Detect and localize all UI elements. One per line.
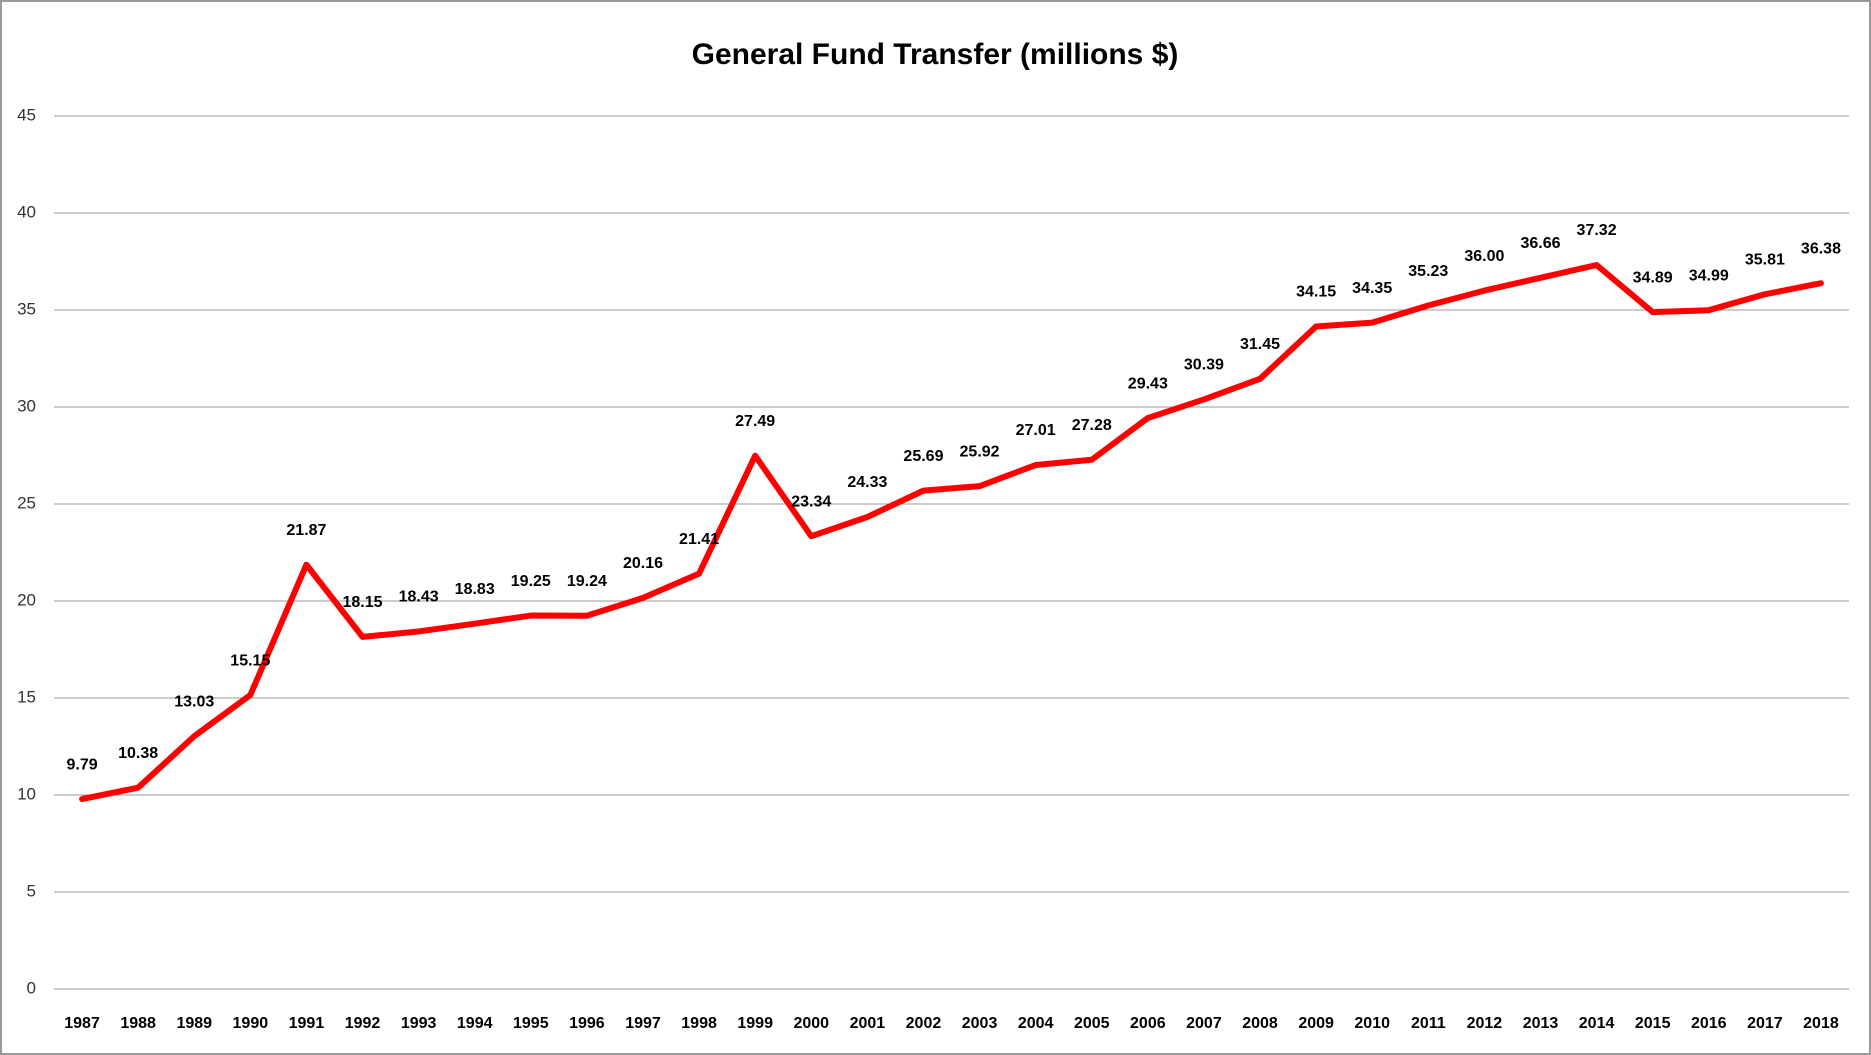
- y-tick-label: 35: [17, 299, 36, 318]
- y-tick-label: 10: [17, 784, 36, 803]
- x-tick-label: 2014: [1579, 1015, 1615, 1032]
- x-tick-label: 2013: [1523, 1015, 1559, 1032]
- data-label: 27.01: [1016, 422, 1056, 439]
- x-tick-label: 2012: [1467, 1015, 1503, 1032]
- x-tick-label: 1988: [120, 1015, 156, 1032]
- x-tick-label: 1987: [64, 1015, 100, 1032]
- data-label: 19.24: [567, 573, 607, 590]
- x-tick-label: 2008: [1242, 1015, 1278, 1032]
- y-tick-label: 45: [17, 105, 36, 124]
- x-tick-label: 2016: [1691, 1015, 1727, 1032]
- data-label: 9.79: [66, 756, 97, 773]
- data-label: 15.15: [230, 652, 270, 669]
- data-label: 35.81: [1745, 252, 1785, 269]
- x-tick-label: 1992: [345, 1015, 381, 1032]
- data-label: 34.99: [1689, 267, 1729, 284]
- data-label: 27.49: [735, 413, 775, 430]
- y-tick-label: 20: [17, 590, 36, 609]
- x-tick-label: 2003: [962, 1015, 998, 1032]
- data-label: 21.87: [286, 522, 326, 539]
- data-label: 13.03: [174, 693, 214, 710]
- data-label: 18.43: [399, 589, 439, 606]
- x-tick-label: 2011: [1411, 1015, 1446, 1032]
- data-label: 30.39: [1184, 357, 1224, 374]
- data-label: 23.34: [791, 493, 831, 510]
- x-tick-label: 1996: [569, 1015, 605, 1032]
- data-label: 34.15: [1296, 284, 1336, 301]
- x-tick-label: 1989: [176, 1015, 212, 1032]
- data-label: 21.41: [679, 531, 719, 548]
- y-tick-label: 30: [17, 396, 36, 415]
- y-tick-label: 5: [27, 881, 36, 900]
- x-tick-label: 1994: [457, 1015, 493, 1032]
- x-tick-label: 2000: [793, 1015, 829, 1032]
- y-tick-label: 40: [17, 202, 36, 221]
- data-label: 29.43: [1128, 375, 1168, 392]
- x-tick-label: 2018: [1803, 1015, 1839, 1032]
- x-tick-label: 2002: [906, 1015, 942, 1032]
- chart-title: General Fund Transfer (millions $): [692, 38, 1179, 71]
- data-label: 36.38: [1801, 240, 1841, 257]
- x-tick-label: 2010: [1354, 1015, 1390, 1032]
- x-tick-label: 1993: [401, 1015, 437, 1032]
- x-tick-label: 2001: [850, 1015, 886, 1032]
- data-label: 10.38: [118, 745, 158, 762]
- x-tick-label: 1991: [289, 1015, 325, 1032]
- y-tick-label: 0: [27, 978, 36, 997]
- data-label: 20.16: [623, 555, 663, 572]
- data-label: 18.83: [455, 581, 495, 598]
- data-label: 36.00: [1464, 248, 1504, 265]
- x-tick-label: 1998: [681, 1015, 717, 1032]
- x-tick-label: 2004: [1018, 1015, 1054, 1032]
- data-label: 37.32: [1577, 222, 1617, 239]
- x-tick-label: 1990: [233, 1015, 269, 1032]
- x-tick-label: 2006: [1130, 1015, 1166, 1032]
- data-label: 34.89: [1633, 269, 1673, 286]
- x-tick-label: 1995: [513, 1015, 549, 1032]
- data-label: 25.69: [903, 448, 943, 465]
- data-label: 24.33: [847, 474, 887, 491]
- x-tick-label: 2005: [1074, 1015, 1110, 1032]
- x-tick-label: 2017: [1747, 1015, 1783, 1032]
- x-tick-label: 2009: [1298, 1015, 1334, 1032]
- x-tick-label: 1997: [625, 1015, 661, 1032]
- series-line: [79, 261, 1824, 803]
- data-label: 19.25: [511, 573, 551, 590]
- data-label: 35.23: [1408, 263, 1448, 280]
- data-label: 25.92: [960, 443, 1000, 460]
- x-tick-label: 1999: [737, 1015, 773, 1032]
- x-tick-label: 2015: [1635, 1015, 1671, 1032]
- data-label: 36.66: [1520, 235, 1560, 252]
- y-tick-label: 15: [17, 687, 36, 706]
- data-label: 18.15: [342, 594, 382, 611]
- x-tick-label: 2007: [1186, 1015, 1222, 1032]
- data-label: 27.28: [1072, 417, 1112, 434]
- data-label: 34.35: [1352, 280, 1392, 297]
- y-tick-label: 25: [17, 493, 36, 512]
- data-label: 31.45: [1240, 336, 1280, 353]
